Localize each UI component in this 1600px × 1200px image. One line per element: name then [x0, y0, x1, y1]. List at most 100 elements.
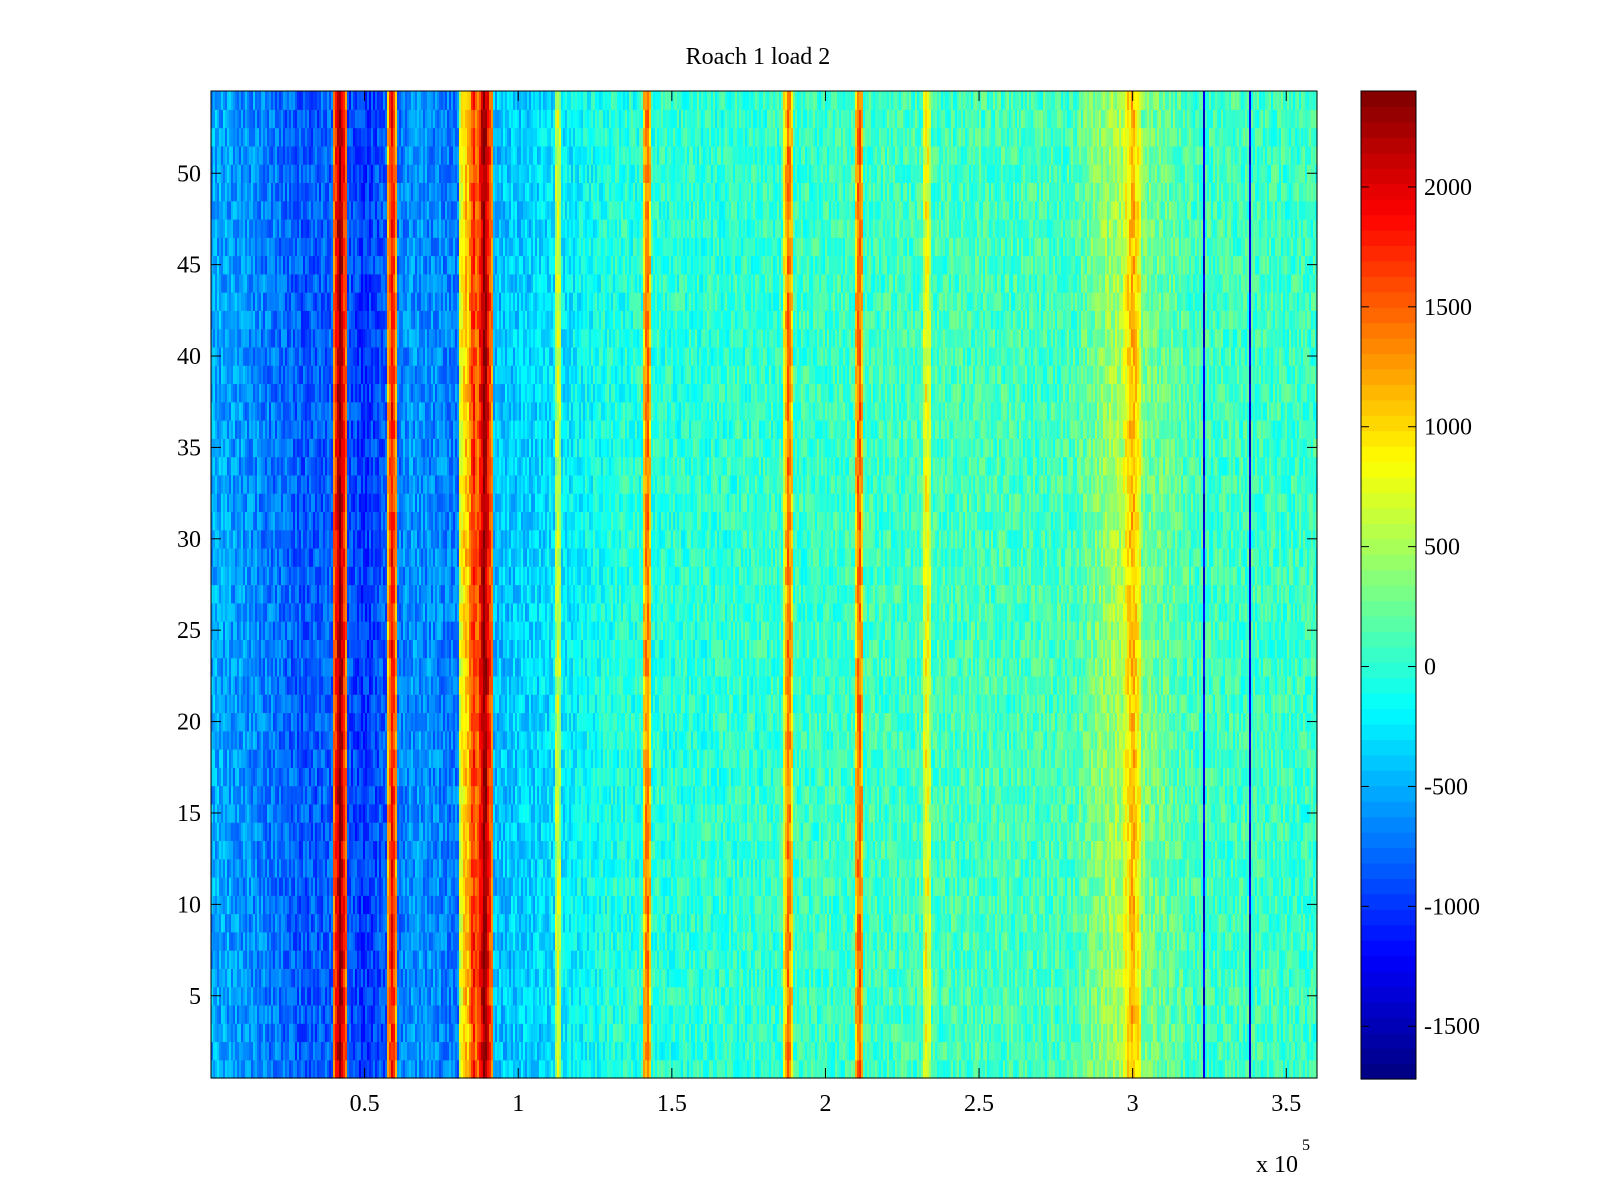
heatmap-cell [323, 1041, 326, 1061]
heatmap-cell [417, 968, 420, 988]
heatmap-cell [433, 1023, 436, 1043]
heatmap-cell [1173, 1041, 1176, 1061]
heatmap-cell [997, 1023, 1000, 1043]
heatmap-cell [579, 1023, 582, 1043]
heatmap-cell [997, 1004, 1000, 1024]
heatmap-cell [733, 1041, 736, 1061]
heatmap-cell [349, 1041, 352, 1061]
heatmap-cell [1173, 1059, 1176, 1079]
heatmap-cell [465, 1023, 468, 1043]
heatmap-cell [411, 1004, 414, 1024]
heatmap-cell [475, 986, 478, 1006]
heatmap-cell [781, 1023, 784, 1043]
heatmap-cell [1151, 1041, 1154, 1061]
heatmap-cell [1217, 986, 1220, 1006]
heatmap-cell [403, 1023, 406, 1043]
heatmap-cell [1167, 1023, 1170, 1043]
heatmap-cell [1055, 1059, 1058, 1079]
heatmap-cell [261, 1059, 264, 1079]
heatmap-cell [755, 1059, 758, 1079]
heatmap-cell [931, 1023, 934, 1043]
heatmap-cell [323, 968, 326, 988]
heatmap-cell [267, 1059, 270, 1079]
heatmap-cell [479, 1023, 482, 1043]
heatmap-cell [1113, 1023, 1116, 1043]
heatmap-cell [1021, 1059, 1024, 1079]
heatmap-cell [999, 986, 1002, 1006]
heatmap-cell [589, 968, 592, 988]
heatmap-cell [1175, 1041, 1178, 1061]
heatmap-cell [539, 968, 542, 988]
heatmap-cell [489, 1059, 492, 1079]
heatmap-cell [747, 1041, 750, 1061]
heatmap-cell [1169, 1004, 1172, 1024]
heatmap-cell [1117, 1023, 1120, 1043]
heatmap-cell [269, 986, 272, 1006]
heatmap-cell [1303, 1059, 1306, 1079]
heatmap-cell [1203, 1004, 1206, 1024]
heatmap-cell [805, 1059, 808, 1079]
heatmap-cell [523, 986, 526, 1006]
heatmap-cell [723, 1041, 726, 1061]
heatmap-cell [643, 1004, 646, 1024]
heatmap-cell [713, 1059, 716, 1079]
heatmap-cell [215, 1041, 218, 1061]
heatmap-cell [345, 1004, 348, 1024]
heatmap-cell [1257, 986, 1260, 1006]
heatmap-cell [455, 1023, 458, 1043]
heatmap-cell [239, 986, 242, 1006]
heatmap-cell [671, 1004, 674, 1024]
heatmap-cell [785, 1023, 788, 1043]
heatmap-cell [1135, 1004, 1138, 1024]
heatmap-cell [497, 1059, 500, 1079]
heatmap-cell [1081, 1023, 1084, 1043]
heatmap-cell [701, 1041, 704, 1061]
heatmap-cell [835, 1041, 838, 1061]
heatmap-cell [1129, 1023, 1132, 1043]
heatmap-cell [759, 986, 762, 1006]
heatmap-cell [277, 1004, 280, 1024]
heatmap-cell [1239, 1059, 1242, 1079]
heatmap-cell [1113, 1041, 1116, 1061]
heatmap-cell [597, 1041, 600, 1061]
heatmap-cell [337, 1023, 340, 1043]
heatmap-cell [1253, 1059, 1256, 1079]
heatmap-cell [1217, 1023, 1220, 1043]
heatmap-cell [363, 1041, 366, 1061]
heatmap-cell [789, 986, 792, 1006]
heatmap-cell [307, 986, 310, 1006]
heatmap-cell [577, 968, 580, 988]
heatmap-cell [801, 1059, 804, 1079]
heatmap-cell [409, 1041, 412, 1061]
heatmap-cell [1019, 1041, 1022, 1061]
heatmap-cell [831, 986, 834, 1006]
heatmap-cell [601, 1059, 604, 1079]
heatmap-cell [477, 986, 480, 1006]
heatmap-cell [527, 986, 530, 1006]
heatmap-cell [249, 968, 252, 988]
heatmap-cell [1287, 1059, 1290, 1079]
heatmap-cell [875, 1059, 878, 1079]
heatmap-cell [941, 1004, 944, 1024]
heatmap-cell [403, 1041, 406, 1061]
heatmap-cell [669, 1004, 672, 1024]
heatmap-cell [1305, 986, 1308, 1006]
heatmap-cell [855, 1023, 858, 1043]
heatmap-cell [1259, 1023, 1262, 1043]
heatmap-cell [1143, 1041, 1146, 1061]
heatmap-cell [939, 1059, 942, 1079]
heatmap-cell [1111, 1059, 1114, 1079]
heatmap-cell [1017, 1041, 1020, 1061]
heatmap-cell [1243, 1041, 1246, 1061]
heatmap-cell [349, 1059, 352, 1079]
heatmap-cell [811, 1041, 814, 1061]
heatmap-cell [285, 1004, 288, 1024]
heatmap-cell [797, 1023, 800, 1043]
heatmap-cell [233, 1004, 236, 1024]
heatmap-cell [1207, 1059, 1210, 1079]
heatmap-cell [577, 1059, 580, 1079]
heatmap-cell [1035, 1023, 1038, 1043]
heatmap-cell [407, 1059, 410, 1079]
heatmap-cell [971, 986, 974, 1006]
heatmap-cell [1015, 1004, 1018, 1024]
